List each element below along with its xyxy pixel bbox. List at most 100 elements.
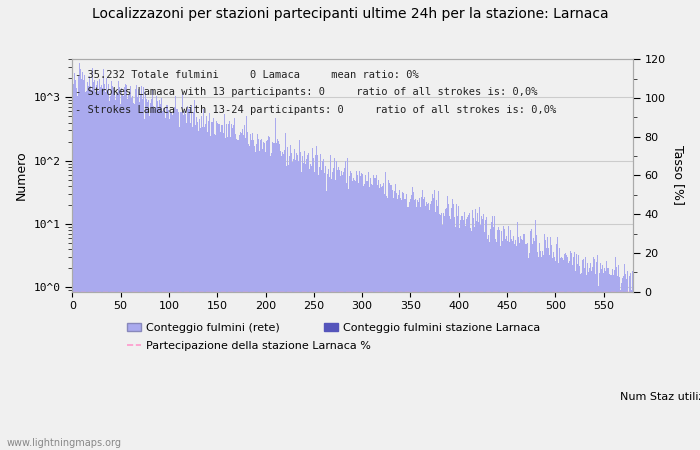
Bar	[345, 161, 346, 450]
Bar	[238, 140, 239, 450]
Bar	[598, 286, 599, 450]
Bar	[497, 230, 498, 450]
Bar	[421, 190, 423, 450]
Bar	[108, 101, 110, 450]
Bar	[575, 271, 576, 450]
Bar	[410, 199, 411, 450]
Bar	[519, 243, 520, 450]
Bar	[232, 128, 233, 450]
Bar	[279, 151, 281, 450]
Bar	[487, 239, 488, 450]
Bar	[348, 189, 349, 450]
Text: Localizzazoni per stazioni partecipanti ultime 24h per la stazione: Larnaca: Localizzazoni per stazioni partecipanti …	[92, 7, 608, 21]
Bar	[415, 199, 416, 450]
Bar	[131, 98, 132, 450]
Bar	[385, 172, 386, 450]
Bar	[435, 212, 436, 450]
Bar	[372, 185, 373, 450]
Bar	[463, 220, 464, 450]
Bar	[270, 156, 271, 450]
Bar	[362, 175, 363, 450]
Bar	[202, 127, 203, 450]
Bar	[127, 99, 128, 450]
Bar	[236, 139, 237, 450]
Bar	[523, 234, 524, 450]
Bar	[243, 135, 244, 450]
Bar	[536, 245, 538, 450]
Bar	[599, 273, 601, 450]
Bar	[210, 135, 211, 450]
Bar	[242, 129, 243, 450]
Bar	[271, 153, 272, 450]
Bar	[363, 184, 365, 450]
Bar	[367, 181, 368, 450]
Bar	[184, 111, 185, 450]
Bar	[601, 270, 602, 450]
Bar	[387, 198, 388, 450]
Bar	[92, 68, 93, 450]
Bar	[174, 107, 175, 450]
Bar	[591, 270, 592, 450]
Bar	[458, 206, 459, 450]
Bar	[446, 208, 447, 450]
Bar	[556, 237, 558, 450]
Bar	[110, 96, 111, 450]
Bar	[419, 207, 421, 450]
Bar	[485, 220, 486, 450]
Bar	[90, 86, 91, 450]
Bar	[177, 109, 178, 450]
Bar	[350, 171, 351, 450]
Bar	[571, 253, 573, 450]
Bar	[134, 89, 136, 450]
Bar	[552, 258, 553, 450]
Bar	[517, 222, 518, 450]
Bar	[146, 99, 147, 450]
Bar	[178, 112, 179, 450]
Bar	[239, 135, 240, 450]
Bar	[404, 199, 405, 450]
Bar	[323, 159, 324, 450]
Bar	[206, 116, 207, 450]
Bar	[281, 156, 283, 450]
Bar	[105, 92, 106, 450]
Bar	[546, 248, 547, 450]
Bar	[233, 126, 235, 450]
Bar	[371, 184, 372, 450]
Bar	[436, 200, 437, 450]
Bar	[155, 107, 156, 450]
Bar	[426, 202, 428, 450]
Bar	[274, 117, 276, 450]
Bar	[294, 149, 295, 450]
Bar	[332, 167, 334, 450]
Bar	[139, 102, 141, 450]
Bar	[504, 229, 505, 450]
Bar	[151, 99, 152, 450]
Partecipazione della stazione Larnaca %	[149, 289, 158, 294]
Bar	[624, 264, 625, 450]
Bar	[390, 185, 391, 450]
Bar	[83, 80, 85, 450]
Bar	[244, 125, 245, 450]
Bar	[149, 116, 150, 450]
Bar	[551, 245, 552, 450]
Bar	[402, 193, 403, 450]
Bar	[138, 89, 139, 450]
Partecipazione della stazione Larnaca %	[69, 289, 78, 294]
Bar	[175, 96, 176, 450]
Bar	[608, 268, 609, 450]
Bar	[396, 194, 398, 450]
Bar	[398, 195, 399, 450]
Bar	[211, 122, 212, 450]
Bar	[188, 109, 189, 450]
Bar	[180, 112, 181, 450]
Bar	[278, 141, 279, 450]
Bar	[447, 204, 449, 450]
Bar	[266, 141, 267, 450]
Bar	[518, 237, 519, 450]
Bar	[222, 125, 223, 450]
Bar	[213, 118, 214, 450]
Bar	[631, 290, 632, 450]
Bar	[258, 140, 259, 450]
Bar	[128, 95, 129, 450]
Bar	[606, 261, 607, 450]
